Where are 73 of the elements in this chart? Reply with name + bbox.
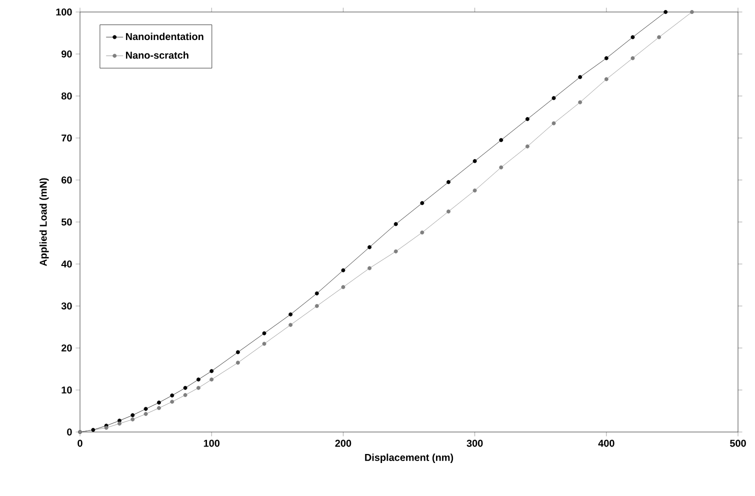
point — [196, 378, 200, 382]
point — [604, 77, 608, 82]
x-tick-label: 0 — [78, 440, 82, 447]
point — [144, 412, 148, 416]
point — [288, 312, 293, 316]
point — [472, 159, 477, 164]
point — [630, 56, 635, 60]
point — [130, 417, 135, 422]
legend-label: Nano-scratch — [126, 51, 188, 59]
point — [446, 180, 450, 184]
y-axis-title: Applied Load (mN) — [39, 178, 49, 266]
point — [446, 210, 450, 214]
y-tick-label: 10 — [62, 386, 72, 394]
y-tick-label: 50 — [61, 218, 72, 226]
point — [499, 165, 504, 170]
y-tick-label: 40 — [61, 260, 72, 268]
point — [210, 378, 214, 382]
point — [341, 268, 346, 272]
point — [262, 331, 266, 336]
y-tick-label: 30 — [61, 302, 72, 310]
point — [394, 249, 398, 254]
point — [170, 400, 174, 404]
y-tick-label: 80 — [61, 92, 72, 100]
legend-label: Nanoindentation — [126, 32, 204, 40]
point — [630, 35, 635, 40]
point — [690, 10, 694, 14]
y-tick-label: 0 — [67, 428, 72, 436]
point — [210, 369, 214, 374]
point — [552, 121, 556, 126]
x-tick-label: 500 — [730, 440, 746, 447]
point — [368, 266, 372, 270]
point — [578, 75, 582, 80]
point — [368, 245, 372, 250]
point — [196, 386, 200, 390]
point — [144, 406, 148, 411]
x-tick-label: 100 — [204, 440, 220, 447]
point — [420, 230, 424, 234]
point — [604, 56, 608, 60]
x-tick-label: 200 — [335, 440, 352, 447]
point — [314, 304, 319, 308]
point — [525, 144, 530, 148]
point — [341, 285, 346, 290]
x-tick-label: 400 — [598, 440, 614, 447]
point — [183, 393, 188, 398]
point — [170, 393, 174, 398]
x-tick-label: 300 — [466, 440, 483, 447]
x-axis-title: Displacement (nm) — [365, 454, 454, 463]
point — [117, 418, 122, 423]
point — [156, 400, 161, 405]
point — [91, 428, 96, 432]
point — [156, 406, 161, 410]
point — [394, 222, 398, 226]
y-tick-label: 90 — [61, 50, 72, 58]
point — [262, 342, 266, 346]
point — [578, 100, 582, 104]
point — [314, 291, 319, 296]
point — [130, 413, 135, 418]
point — [657, 35, 662, 40]
point — [552, 96, 556, 100]
point — [236, 350, 240, 354]
point — [117, 422, 122, 426]
point — [420, 201, 424, 206]
point — [525, 117, 530, 122]
point — [472, 188, 477, 192]
point — [499, 138, 504, 142]
point — [236, 360, 240, 365]
point — [288, 322, 293, 327]
point — [664, 10, 668, 14]
y-tick-label: 20 — [61, 344, 72, 352]
y-tick-label: 100 — [56, 8, 72, 16]
y-tick-label: 60 — [62, 176, 72, 184]
y-tick-label: 70 — [62, 134, 72, 142]
point — [183, 386, 188, 390]
